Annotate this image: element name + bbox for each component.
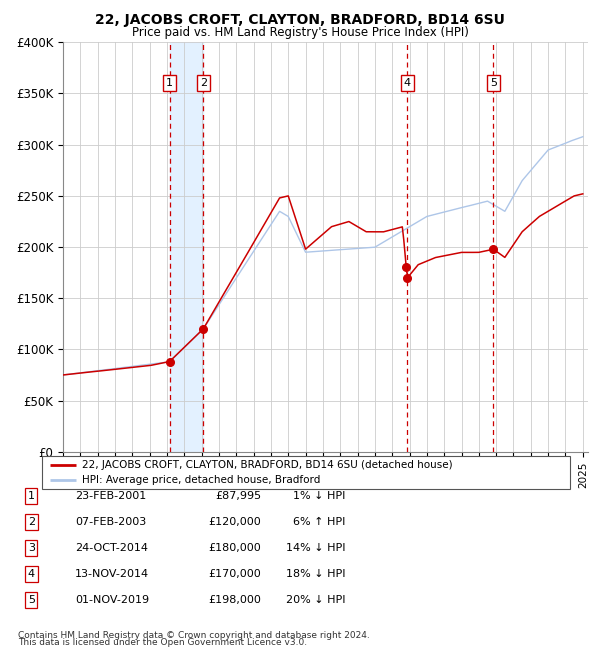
Text: £170,000: £170,000 [208,569,261,579]
Text: 18% ↓ HPI: 18% ↓ HPI [286,569,345,579]
Text: HPI: Average price, detached house, Bradford: HPI: Average price, detached house, Brad… [82,475,320,486]
Text: 4: 4 [404,78,411,88]
Text: 6% ↑ HPI: 6% ↑ HPI [293,517,345,527]
FancyBboxPatch shape [42,456,570,489]
Text: 24-OCT-2014: 24-OCT-2014 [75,543,148,553]
Text: £87,995: £87,995 [215,491,261,501]
Text: 1: 1 [166,78,173,88]
Text: 1: 1 [28,491,35,501]
Text: 07-FEB-2003: 07-FEB-2003 [75,517,146,527]
Text: 13-NOV-2014: 13-NOV-2014 [75,569,149,579]
Text: 2: 2 [28,517,35,527]
Text: 2: 2 [200,78,207,88]
Text: Price paid vs. HM Land Registry's House Price Index (HPI): Price paid vs. HM Land Registry's House … [131,26,469,39]
Text: 01-NOV-2019: 01-NOV-2019 [75,595,149,605]
Text: 14% ↓ HPI: 14% ↓ HPI [286,543,345,553]
Text: 5: 5 [28,595,35,605]
Bar [170,42,203,452]
Text: This data is licensed under the Open Government Licence v3.0.: This data is licensed under the Open Gov… [18,638,307,647]
Text: 22, JACOBS CROFT, CLAYTON, BRADFORD, BD14 6SU: 22, JACOBS CROFT, CLAYTON, BRADFORD, BD1… [95,13,505,27]
Text: 1% ↓ HPI: 1% ↓ HPI [293,491,345,501]
Text: £120,000: £120,000 [208,517,261,527]
Text: 3: 3 [28,543,35,553]
Text: £198,000: £198,000 [208,595,261,605]
Text: Contains HM Land Registry data © Crown copyright and database right 2024.: Contains HM Land Registry data © Crown c… [18,630,370,640]
Text: 20% ↓ HPI: 20% ↓ HPI [286,595,345,605]
Text: £180,000: £180,000 [208,543,261,553]
Text: 22, JACOBS CROFT, CLAYTON, BRADFORD, BD14 6SU (detached house): 22, JACOBS CROFT, CLAYTON, BRADFORD, BD1… [82,460,452,470]
Text: 4: 4 [28,569,35,579]
Text: 23-FEB-2001: 23-FEB-2001 [75,491,146,501]
Text: 5: 5 [490,78,497,88]
